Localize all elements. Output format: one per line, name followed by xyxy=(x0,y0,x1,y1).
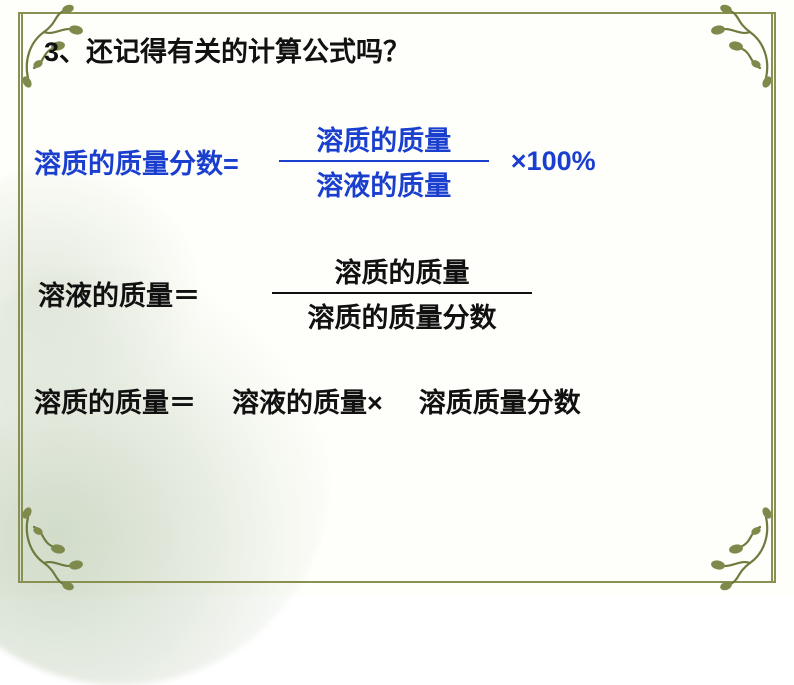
formula-2-denominator: 溶质的质量分数 xyxy=(292,294,513,337)
slide-content: 3、还记得有关的计算公式吗？ 溶质的质量分数= 溶质的质量 溶液的质量 ×100… xyxy=(0,0,794,595)
formula-2-fraction: 溶质的质量 溶质的质量分数 xyxy=(272,249,532,337)
formula-1-numerator: 溶质的质量 xyxy=(300,117,467,160)
formula-1-denominator: 溶液的质量 xyxy=(300,162,467,205)
formula-1-tail: ×100% xyxy=(511,146,596,177)
formula-2-lhs: 溶液的质量＝ xyxy=(38,274,200,313)
formula-3-term2: 溶质质量分数 xyxy=(419,381,581,420)
formula-2: 溶液的质量＝ 溶质的质量 溶质的质量分数 xyxy=(38,249,754,337)
formula-1: 溶质的质量分数= 溶质的质量 溶液的质量 ×100% xyxy=(34,117,754,205)
formula-3: 溶质的质量＝ 溶液的质量× 溶质质量分数 xyxy=(34,381,754,420)
formula-1-lhs: 溶质的质量分数= xyxy=(34,142,239,181)
formula-2-numerator: 溶质的质量 xyxy=(319,249,486,292)
formula-3-term1: 溶液的质量× xyxy=(232,381,383,420)
slide-title: 3、还记得有关的计算公式吗？ xyxy=(44,30,754,69)
formula-3-lhs: 溶质的质量＝ xyxy=(34,381,196,420)
formula-1-fraction: 溶质的质量 溶液的质量 xyxy=(279,117,489,205)
